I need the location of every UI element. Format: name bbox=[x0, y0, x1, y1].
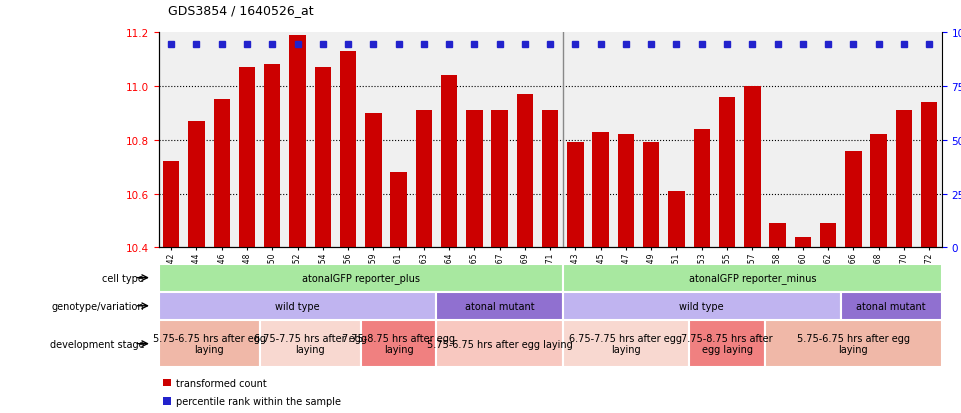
Text: 5.75-6.75 hrs after egg laying: 5.75-6.75 hrs after egg laying bbox=[427, 339, 573, 349]
Bar bbox=[517, 95, 533, 248]
Bar bbox=[264, 65, 281, 248]
Bar bbox=[820, 224, 836, 248]
Bar bbox=[360, 320, 436, 368]
Bar bbox=[921, 103, 937, 248]
Bar bbox=[213, 100, 230, 248]
Bar bbox=[744, 87, 760, 248]
Text: 7.75-8.75 hrs after egg
laying: 7.75-8.75 hrs after egg laying bbox=[342, 333, 456, 355]
Bar bbox=[841, 292, 942, 320]
Text: percentile rank within the sample: percentile rank within the sample bbox=[176, 396, 341, 406]
Bar bbox=[163, 379, 171, 386]
Text: wild type: wild type bbox=[679, 301, 724, 311]
Bar bbox=[314, 68, 331, 248]
Text: 5.75-6.75 hrs after egg
laying: 5.75-6.75 hrs after egg laying bbox=[153, 333, 265, 355]
Bar bbox=[436, 320, 563, 368]
Bar bbox=[563, 264, 942, 292]
Bar bbox=[593, 132, 609, 248]
Bar bbox=[163, 397, 171, 405]
Text: transformed count: transformed count bbox=[176, 378, 266, 388]
Text: 7.75-8.75 hrs after
egg laying: 7.75-8.75 hrs after egg laying bbox=[681, 333, 773, 355]
Bar bbox=[159, 320, 259, 368]
Text: 6.75-7.75 hrs after egg
laying: 6.75-7.75 hrs after egg laying bbox=[254, 333, 367, 355]
Bar bbox=[845, 151, 862, 248]
Bar bbox=[896, 111, 912, 248]
Bar bbox=[689, 320, 765, 368]
Text: atonal mutant: atonal mutant bbox=[465, 301, 534, 311]
Bar bbox=[542, 111, 558, 248]
Bar bbox=[289, 36, 306, 248]
Bar bbox=[416, 111, 432, 248]
Bar bbox=[390, 173, 407, 248]
Bar bbox=[159, 292, 436, 320]
Bar bbox=[340, 52, 357, 248]
Bar bbox=[765, 320, 942, 368]
Bar bbox=[238, 68, 256, 248]
Bar bbox=[365, 114, 382, 248]
Text: cell type: cell type bbox=[102, 273, 144, 283]
Bar bbox=[871, 135, 887, 248]
Text: GDS3854 / 1640526_at: GDS3854 / 1640526_at bbox=[168, 4, 314, 17]
Bar bbox=[694, 130, 710, 248]
Text: 5.75-6.75 hrs after egg
laying: 5.75-6.75 hrs after egg laying bbox=[797, 333, 910, 355]
Bar bbox=[436, 292, 563, 320]
Bar bbox=[643, 143, 659, 248]
Text: atonalGFP reporter_plus: atonalGFP reporter_plus bbox=[302, 273, 420, 283]
Bar bbox=[188, 122, 205, 248]
Bar bbox=[563, 292, 841, 320]
Text: atonalGFP reporter_minus: atonalGFP reporter_minus bbox=[688, 273, 816, 283]
Bar bbox=[618, 135, 634, 248]
Bar bbox=[563, 320, 689, 368]
Bar bbox=[795, 237, 811, 248]
Text: development stage: development stage bbox=[50, 339, 144, 349]
Text: wild type: wild type bbox=[275, 301, 320, 311]
Bar bbox=[567, 143, 583, 248]
Bar bbox=[259, 320, 360, 368]
Text: genotype/variation: genotype/variation bbox=[52, 301, 144, 311]
Bar bbox=[441, 76, 457, 248]
Text: atonal mutant: atonal mutant bbox=[856, 301, 926, 311]
Bar bbox=[491, 111, 507, 248]
Bar bbox=[770, 224, 786, 248]
Bar bbox=[668, 192, 684, 248]
Bar bbox=[466, 111, 482, 248]
Bar bbox=[159, 264, 563, 292]
Text: 6.75-7.75 hrs after egg
laying: 6.75-7.75 hrs after egg laying bbox=[570, 333, 682, 355]
Bar bbox=[163, 162, 180, 248]
Bar bbox=[719, 97, 735, 248]
